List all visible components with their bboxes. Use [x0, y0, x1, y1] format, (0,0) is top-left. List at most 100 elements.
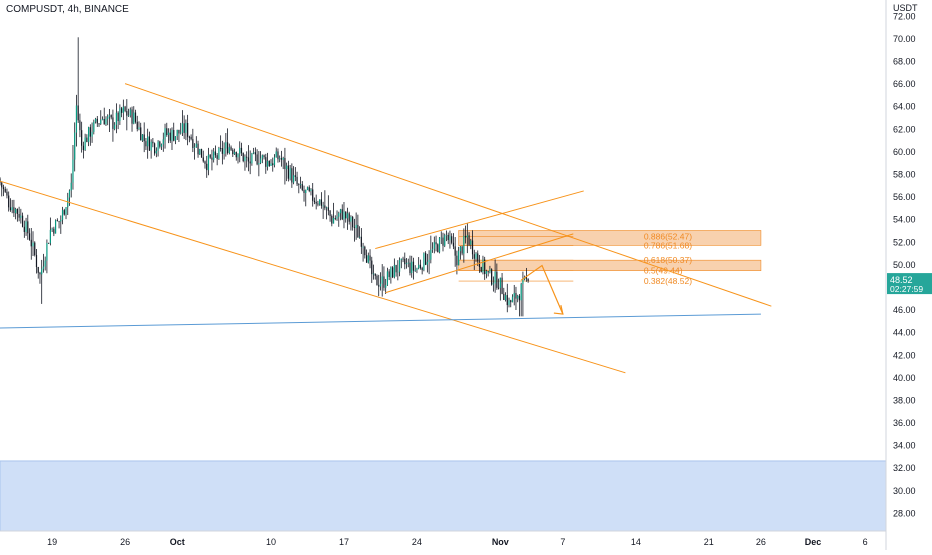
candle-body-54 [93, 121, 95, 132]
candle-body-222 [385, 285, 387, 288]
candle-body-261 [452, 242, 455, 247]
candle-body-128 [221, 148, 223, 154]
projection-arrow [520, 264, 564, 315]
candle-body-191 [331, 216, 333, 224]
candle-body-110 [190, 136, 192, 140]
candle-body-210 [364, 246, 366, 256]
candle-body-79 [136, 121, 138, 130]
candle-body-248 [430, 249, 432, 260]
candle-body-158 [273, 157, 276, 166]
candle-body-130 [225, 142, 227, 149]
time-axis-bg [0, 531, 886, 550]
candle-body-176 [305, 190, 307, 193]
candle-body-43 [74, 132, 76, 160]
candle-body-264 [458, 251, 460, 266]
y-tick-label-5: 38.00 [893, 395, 916, 405]
candle-body-131 [226, 142, 229, 153]
candle-body-144 [249, 161, 251, 164]
candle-body-172 [298, 184, 300, 186]
candle-body-28 [48, 243, 50, 244]
candle-body-295 [511, 296, 514, 303]
candle-body-241 [418, 264, 420, 269]
x-tick-label-10: 26 [756, 537, 766, 547]
candle-body-187 [324, 205, 326, 209]
candle-body-247 [428, 259, 430, 262]
candle-body-140 [242, 153, 244, 162]
y-tick-label-19: 66.00 [893, 79, 916, 89]
candle-body-269 [466, 235, 468, 238]
candle-body-59 [101, 119, 104, 121]
candle-body-84 [145, 141, 147, 147]
candle-body-8 [13, 207, 15, 214]
candle-body-288 [499, 277, 501, 289]
candle-body-231 [400, 258, 402, 260]
candle-body-55 [94, 118, 97, 122]
candle-body-83 [143, 134, 145, 142]
x-tick-label-6: Nov [492, 537, 509, 547]
ascending-channel-lower [385, 233, 574, 294]
candle-body-93 [160, 144, 163, 147]
candle-body-291 [504, 295, 507, 301]
candle-body-179 [310, 189, 312, 192]
candle-body-96 [166, 128, 168, 135]
candle-body-118 [204, 161, 206, 164]
candle-body-278 [482, 259, 484, 273]
candle-body-188 [325, 207, 328, 209]
candle-body-260 [451, 236, 453, 243]
candle-body-21 [35, 255, 38, 267]
descending-channel-upper [124, 83, 772, 307]
candle-body-77 [133, 112, 135, 124]
candle-body-14 [23, 226, 25, 232]
candle-body-34 [58, 220, 60, 222]
candle-body-115 [199, 148, 201, 155]
candle-body-163 [282, 158, 284, 160]
candle-body-195 [338, 213, 340, 217]
candle-body-229 [397, 271, 399, 273]
candle-body-12 [20, 215, 22, 218]
candle-body-164 [284, 158, 286, 170]
candle-body-72 [124, 106, 126, 112]
candle-body-42 [72, 159, 74, 183]
candle-body-67 [115, 112, 118, 125]
y-tick-label-1: 30.00 [893, 486, 916, 496]
candle-body-204 [353, 227, 356, 229]
candle-body-239 [414, 270, 416, 271]
candle-body-232 [402, 258, 404, 260]
x-tick-label-7: 7 [560, 537, 565, 547]
candle-body-303 [525, 277, 527, 279]
candle-body-89 [154, 143, 156, 154]
candle-body-71 [122, 106, 124, 113]
candle-body-65 [112, 117, 114, 129]
candle-body-53 [91, 131, 93, 137]
candle-body-213 [369, 255, 371, 261]
y-tick-label-13: 54.00 [893, 215, 916, 225]
ascending-channel-upper [375, 190, 584, 250]
x-tick-label-12: 6 [863, 537, 868, 547]
candle-body-16 [27, 221, 29, 234]
candle-body-285 [494, 271, 496, 284]
candle-body-80 [138, 127, 140, 130]
y-unit-label: USDT [893, 3, 918, 13]
y-tick-label-16: 60.00 [893, 147, 916, 157]
candle-body-121 [209, 154, 211, 158]
candle-body-97 [167, 132, 170, 135]
candle-body-100 [173, 130, 175, 141]
candle-body-225 [390, 267, 392, 277]
candle-body-228 [395, 264, 397, 273]
candle-body-127 [220, 148, 222, 149]
candle-body-208 [360, 236, 362, 247]
candle-body-44 [75, 105, 78, 133]
candle-body-209 [362, 246, 364, 248]
y-tick-label-15: 58.00 [893, 169, 916, 179]
candle-body-298 [517, 295, 519, 299]
candle-body-106 [183, 123, 185, 133]
candle-body-259 [449, 236, 451, 241]
candle-body-31 [53, 228, 55, 234]
candle-body-194 [336, 216, 338, 219]
y-tick-label-7: 42.00 [893, 350, 916, 360]
candle-body-126 [218, 148, 220, 159]
candle-body-58 [100, 120, 102, 124]
x-tick-label-8: 14 [631, 537, 641, 547]
